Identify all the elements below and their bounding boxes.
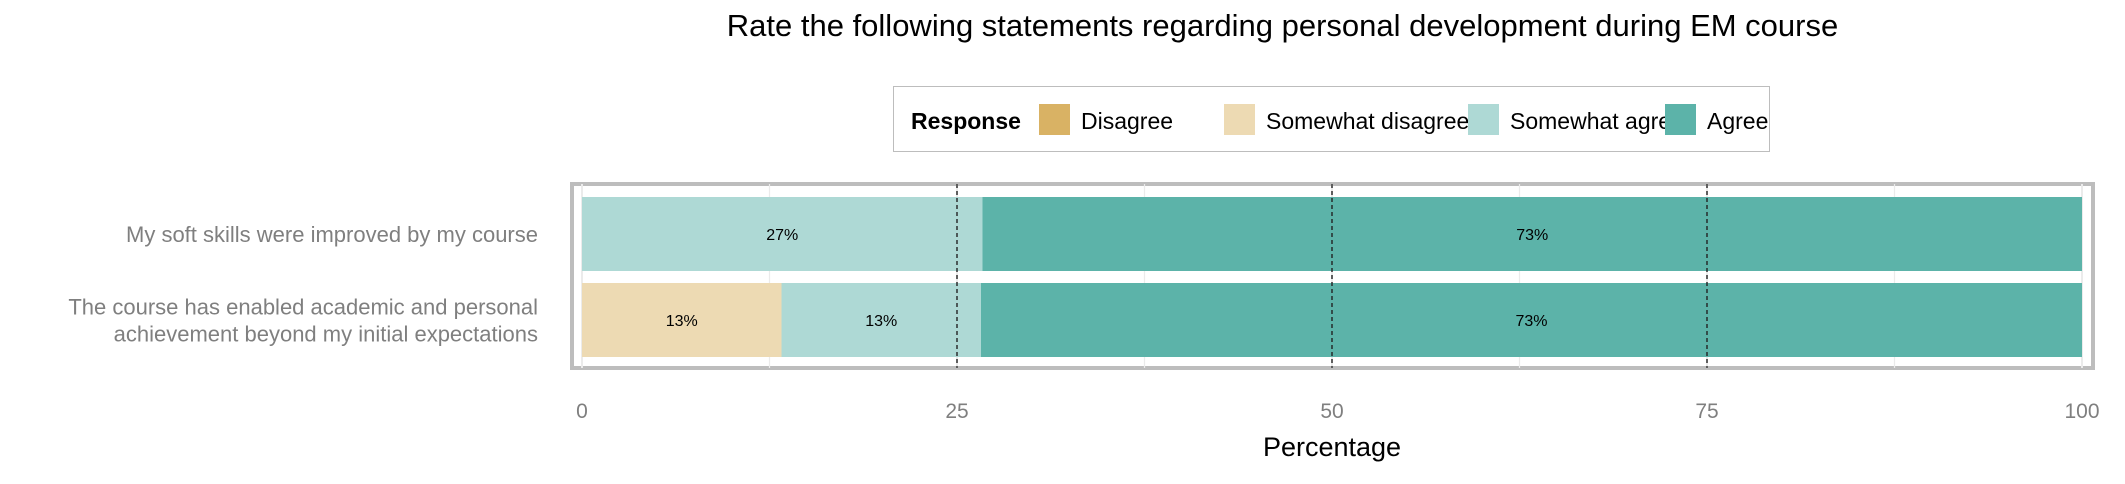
legend-title: Response [911, 108, 1021, 134]
y-category-label: achievement beyond my initial expectatio… [114, 322, 538, 347]
legend-label-agree: Agree [1707, 108, 1769, 134]
y-category-label: The course has enabled academic and pers… [68, 295, 538, 320]
bar-somewhat-disagree-row-2 [582, 283, 782, 357]
legend-label-somewhat-disagree: Somewhat disagree [1266, 108, 1470, 134]
legend-swatch-somewhat-agree [1468, 104, 1499, 135]
bar-agree-row-2 [981, 283, 2082, 357]
legend-swatch-agree [1665, 104, 1696, 135]
data-label: 27% [766, 227, 798, 244]
x-tick-label: 75 [1695, 400, 1718, 423]
legend-swatch-somewhat-disagree [1224, 104, 1255, 135]
x-tick-label: 0 [576, 400, 588, 423]
data-label: 73% [1516, 227, 1548, 244]
data-label: 13% [666, 313, 698, 330]
legend-label-somewhat-agree: Somewhat agree [1510, 108, 1684, 134]
legend: Response Disagree Somewhat disagree Some… [893, 86, 1770, 152]
data-label: 73% [1515, 313, 1547, 330]
data-label: 13% [865, 313, 897, 330]
x-tick-label: 100 [2064, 400, 2099, 423]
x-tick-label: 25 [945, 400, 968, 423]
bar-agree-row-1 [982, 197, 2082, 271]
bar-somewhat-agree-row-1 [582, 197, 983, 271]
chart-title: Rate the following statements regarding … [726, 8, 1839, 43]
legend-swatch-disagree [1039, 104, 1070, 135]
x-tick-label: 50 [1320, 400, 1343, 423]
x-axis-label: Percentage [1263, 432, 1401, 462]
y-category-label: My soft skills were improved by my cours… [126, 222, 538, 247]
legend-label-disagree: Disagree [1081, 108, 1174, 134]
bar-somewhat-agree-row-2 [781, 283, 981, 357]
